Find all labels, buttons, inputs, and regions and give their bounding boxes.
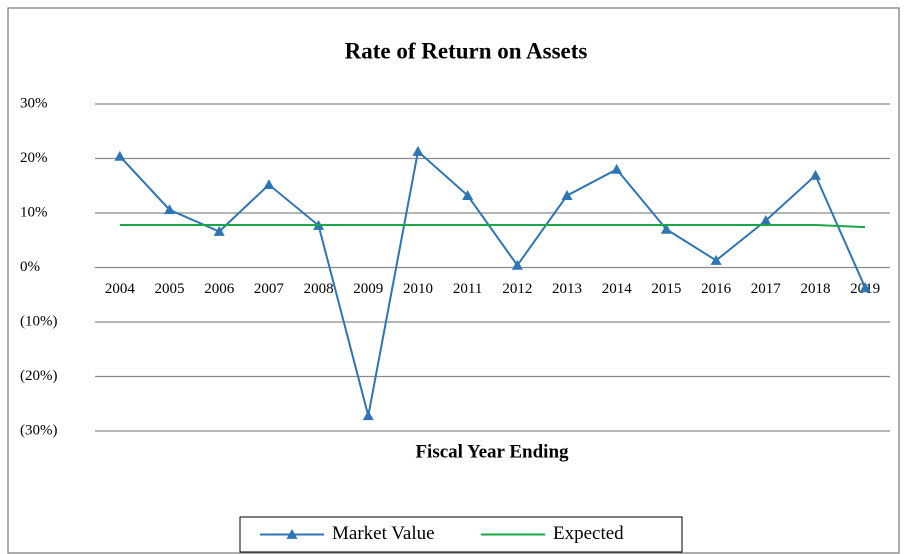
- x-tick-label: 2007: [254, 281, 285, 297]
- point-marker: [362, 410, 374, 421]
- legend-label: Market Value: [332, 523, 435, 544]
- x-tick-label: 2015: [651, 281, 681, 297]
- x-tick-label: 2005: [155, 281, 185, 297]
- point-marker: [710, 254, 722, 265]
- y-tick-label: 20%: [20, 150, 48, 166]
- y-tick-label: (30%): [20, 422, 58, 438]
- point-marker: [611, 163, 623, 174]
- y-tick-label: 0%: [20, 259, 40, 275]
- legend-marker: [286, 529, 298, 539]
- x-axis-title: Fiscal Year Ending: [415, 441, 569, 462]
- point-marker: [660, 223, 672, 234]
- x-tick-label: 2011: [453, 281, 482, 297]
- point-marker: [213, 226, 225, 236]
- series-line: [119, 149, 867, 416]
- chart-title: Rate of Return on Assets: [345, 38, 588, 63]
- chart-frame: [7, 7, 900, 554]
- x-tick-label: 2009: [353, 281, 383, 297]
- y-tick-label: (20%): [20, 368, 58, 384]
- x-tick-label: 2004: [105, 281, 136, 297]
- point-marker: [809, 169, 821, 180]
- point-marker: [561, 190, 573, 200]
- x-tick-label: 2013: [552, 281, 582, 297]
- x-tick-label: 2018: [800, 281, 830, 297]
- legend-label: Expected: [553, 523, 624, 544]
- point-marker: [164, 204, 176, 215]
- point-marker: [263, 179, 275, 190]
- point-marker: [760, 215, 772, 226]
- point-marker: [114, 150, 126, 161]
- y-tick-label: 10%: [20, 204, 48, 220]
- x-tick-label: 2014: [602, 281, 633, 297]
- point-marker: [511, 259, 523, 270]
- x-tick-label: 2006: [204, 281, 235, 297]
- x-tick-label: 2017: [751, 281, 782, 297]
- series-line: [119, 223, 866, 229]
- x-tick-label: 2016: [701, 281, 732, 297]
- point-marker: [859, 282, 871, 293]
- x-tick-label: 2008: [304, 281, 334, 297]
- y-tick-label: (10%): [20, 313, 58, 329]
- point-marker: [412, 145, 424, 156]
- point-marker: [462, 190, 474, 200]
- x-tick-label: 2012: [502, 281, 532, 297]
- y-tick-label: 30%: [20, 95, 48, 111]
- x-tick-label: 2010: [403, 281, 433, 297]
